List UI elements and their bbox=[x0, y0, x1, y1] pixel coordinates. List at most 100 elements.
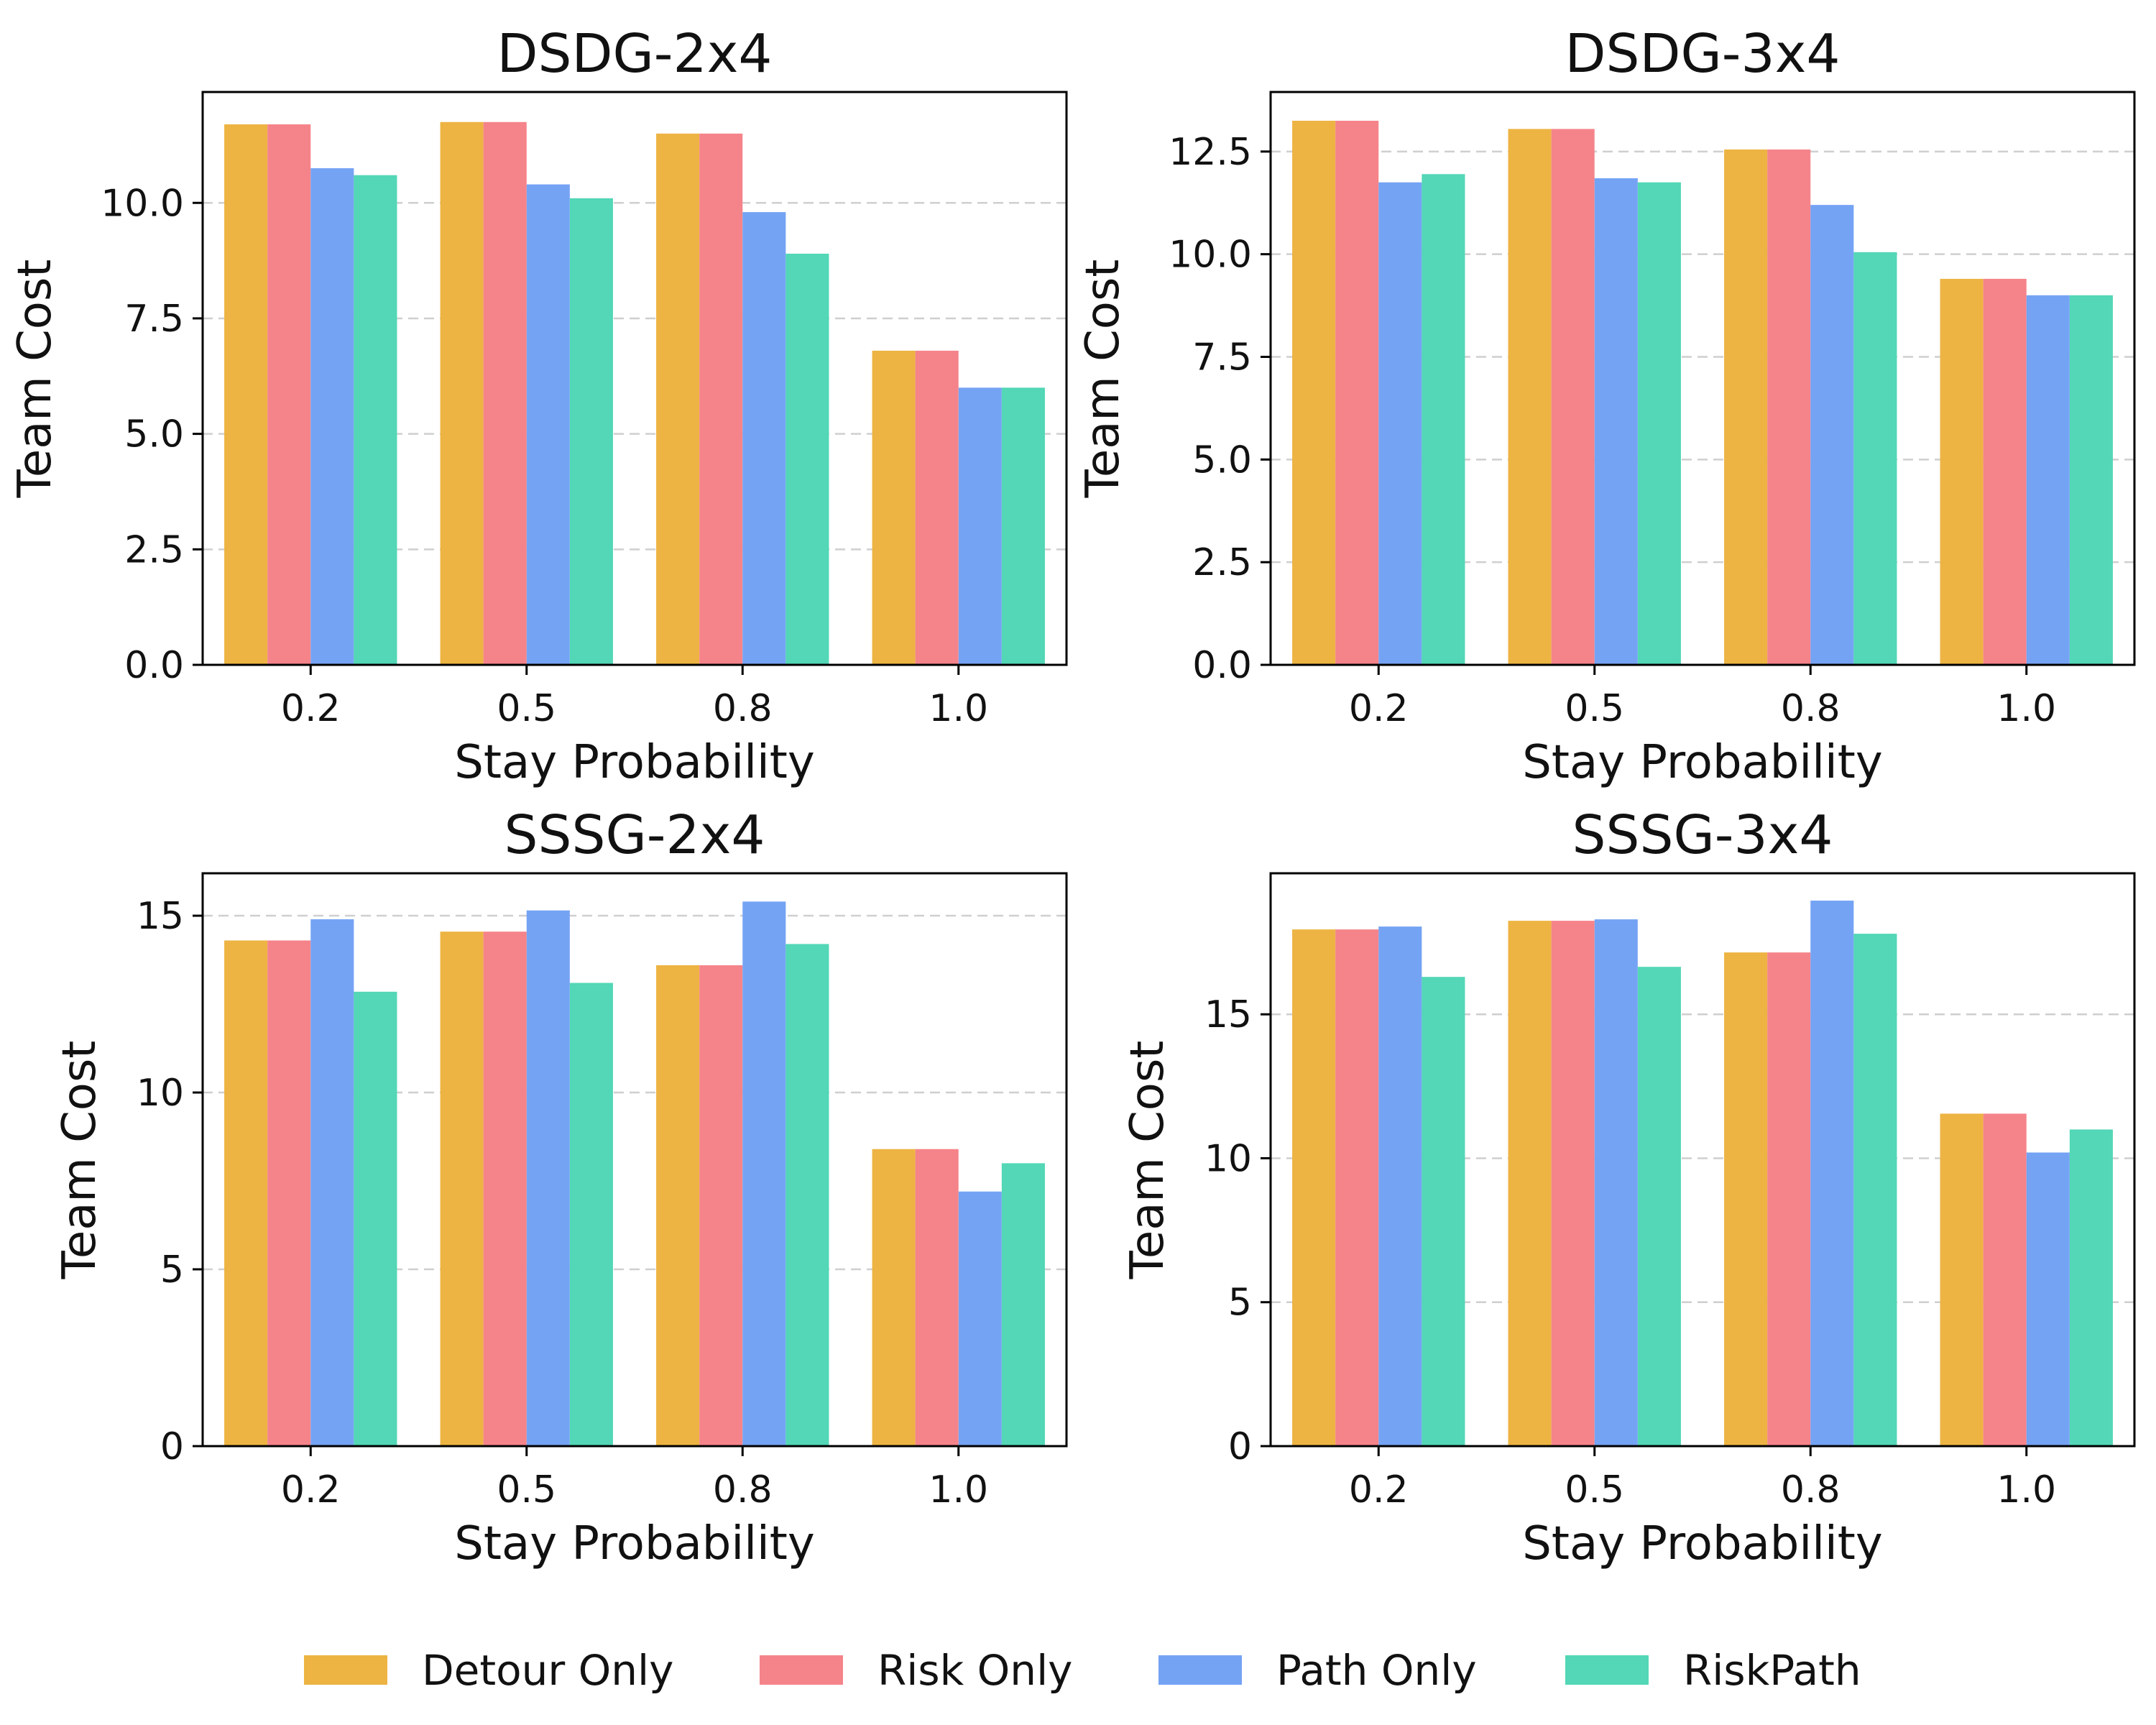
x-axis-label: Stay Probability bbox=[1522, 736, 1882, 789]
bar-riskpath-1-0 bbox=[2069, 295, 2113, 665]
x-tick-label: 0.5 bbox=[1565, 687, 1624, 730]
plot-frame bbox=[201, 91, 1068, 666]
bar-riskpath-0-5 bbox=[1637, 967, 1681, 1446]
bar-path-only-0-5 bbox=[1594, 178, 1638, 665]
bar-risk-only-0-8 bbox=[699, 133, 743, 665]
bar-risk-only-0-2 bbox=[267, 124, 311, 665]
x-tick-label: 0.8 bbox=[713, 687, 773, 730]
y-tick-label: 10.0 bbox=[101, 182, 184, 225]
bar-risk-only-0-8 bbox=[1767, 149, 1811, 665]
bar-risk-only-1-0 bbox=[915, 1149, 959, 1446]
bar-riskpath-1-0 bbox=[1001, 1163, 1045, 1446]
plot-frame bbox=[201, 872, 1068, 1448]
bar-detour-only-0-8 bbox=[1724, 952, 1768, 1446]
x-tick-label: 1.0 bbox=[929, 687, 988, 730]
bar-riskpath-0-5 bbox=[569, 983, 613, 1446]
legend-item-path-only: Path Only bbox=[1158, 1646, 1477, 1695]
bar-detour-only-0-8 bbox=[1724, 149, 1768, 665]
legend: Detour Only Risk Only Path Only RiskPath bbox=[304, 1646, 1861, 1695]
legend-label: Detour Only bbox=[422, 1646, 673, 1695]
bar-riskpath-0-5 bbox=[1637, 182, 1681, 665]
legend-swatch bbox=[1158, 1655, 1242, 1685]
y-tick-label: 0 bbox=[160, 1425, 184, 1468]
bar-path-only-1-0 bbox=[958, 387, 1002, 665]
x-tick-label: 0.2 bbox=[281, 1468, 341, 1512]
x-tick-label: 0.2 bbox=[1349, 687, 1409, 730]
y-tick-label: 10 bbox=[1204, 1137, 1252, 1180]
y-axis-label: Team Cost bbox=[1121, 1041, 1174, 1280]
x-tick-label: 0.2 bbox=[281, 687, 341, 730]
bar-riskpath-0-2 bbox=[354, 991, 397, 1446]
y-tick-label: 10 bbox=[137, 1072, 184, 1115]
bar-detour-only-0-5 bbox=[440, 121, 484, 666]
bar-riskpath-0-5 bbox=[569, 198, 613, 665]
legend-label: Path Only bbox=[1276, 1646, 1477, 1695]
y-tick-label: 5 bbox=[160, 1248, 184, 1292]
bar-path-only-0-2 bbox=[310, 168, 354, 665]
y-tick-label: 2.5 bbox=[1192, 541, 1252, 584]
bar-path-only-1-0 bbox=[2026, 295, 2070, 665]
bar-risk-only-0-2 bbox=[1335, 120, 1379, 666]
legend-label: Risk Only bbox=[877, 1646, 1073, 1695]
bar-detour-only-0-5 bbox=[1508, 129, 1552, 665]
bar-riskpath-0-2 bbox=[1422, 977, 1465, 1446]
x-tick-label: 0.8 bbox=[1781, 687, 1841, 730]
bar-detour-only-1-0 bbox=[1940, 1113, 1984, 1446]
y-tick-label: 5.0 bbox=[1192, 438, 1252, 482]
bar-detour-only-0-8 bbox=[656, 965, 700, 1446]
bar-detour-only-0-5 bbox=[1508, 921, 1552, 1446]
x-tick-label: 0.5 bbox=[497, 687, 556, 730]
legend-swatch bbox=[760, 1655, 843, 1685]
bar-path-only-0-2 bbox=[310, 919, 354, 1446]
bar-path-only-0-2 bbox=[1378, 182, 1422, 665]
bar-riskpath-0-2 bbox=[354, 175, 397, 665]
chart-sssg-3x4: 0 5 10 15 0.2 0.5 0.8 1.0 SSSG-3x4 Stay Probabili… bbox=[1121, 804, 2136, 1570]
chart-sssg-2x4: 0 5 10 15 0.2 0.5 0.8 1.0 SSSG-2x4 Stay Probabili… bbox=[53, 804, 1068, 1570]
plot-frame bbox=[1269, 91, 2136, 666]
y-axis-label: Team Cost bbox=[9, 259, 62, 499]
y-tick-label: 15 bbox=[1204, 993, 1252, 1036]
bar-risk-only-0-5 bbox=[1551, 921, 1595, 1446]
y-tick-label: 0.0 bbox=[1192, 644, 1252, 687]
chart-title: SSSG-3x4 bbox=[1572, 804, 1833, 866]
bar-path-only-1-0 bbox=[958, 1191, 1002, 1446]
x-axis-label: Stay Probability bbox=[454, 1517, 814, 1570]
y-tick-label: 12.5 bbox=[1169, 131, 1252, 174]
y-tick-label: 7.5 bbox=[1192, 336, 1252, 380]
legend-item-detour-only: Detour Only bbox=[304, 1646, 673, 1695]
bar-path-only-0-5 bbox=[526, 184, 570, 665]
y-tick-label: 0.0 bbox=[124, 644, 184, 687]
plot-frame bbox=[1269, 872, 2136, 1448]
bar-path-only-0-5 bbox=[526, 910, 570, 1446]
legend-label: RiskPath bbox=[1683, 1646, 1861, 1695]
x-tick-label: 0.8 bbox=[1781, 1468, 1841, 1512]
bar-path-only-0-8 bbox=[742, 212, 786, 665]
y-tick-label: 0 bbox=[1228, 1425, 1252, 1468]
bar-risk-only-0-8 bbox=[1767, 952, 1811, 1446]
y-axis-label: Team Cost bbox=[53, 1041, 106, 1280]
bar-path-only-0-8 bbox=[1810, 205, 1854, 665]
bar-risk-only-0-5 bbox=[1551, 129, 1595, 665]
chart-title: DSDG-2x4 bbox=[497, 23, 773, 85]
y-axis-label: Team Cost bbox=[1077, 259, 1130, 499]
bar-riskpath-0-8 bbox=[1853, 252, 1897, 665]
x-tick-label: 1.0 bbox=[929, 1468, 988, 1512]
y-tick-label: 5.0 bbox=[124, 413, 184, 456]
x-tick-label: 1.0 bbox=[1996, 687, 2056, 730]
y-tick-label: 7.5 bbox=[124, 298, 184, 341]
chart-panels: 0.0 2.5 5.0 7.5 10.0 0.2 0.5 0.8 1.0 DSDG-2x4 Stay… bbox=[9, 23, 2136, 1570]
bar-risk-only-1-0 bbox=[1983, 1113, 2027, 1446]
bar-path-only-0-5 bbox=[1594, 919, 1638, 1446]
bar-risk-only-0-5 bbox=[483, 932, 527, 1446]
bar-riskpath-0-8 bbox=[1853, 934, 1897, 1446]
bar-detour-only-0-5 bbox=[440, 932, 484, 1446]
bar-riskpath-1-0 bbox=[1001, 387, 1045, 665]
bar-path-only-0-8 bbox=[742, 901, 786, 1446]
bar-path-only-0-8 bbox=[1810, 901, 1854, 1446]
bar-riskpath-0-8 bbox=[786, 253, 829, 665]
bar-risk-only-0-8 bbox=[699, 965, 743, 1446]
legend-item-risk-only: Risk Only bbox=[760, 1646, 1073, 1695]
x-tick-label: 0.5 bbox=[497, 1468, 556, 1512]
bar-detour-only-0-2 bbox=[224, 124, 268, 665]
